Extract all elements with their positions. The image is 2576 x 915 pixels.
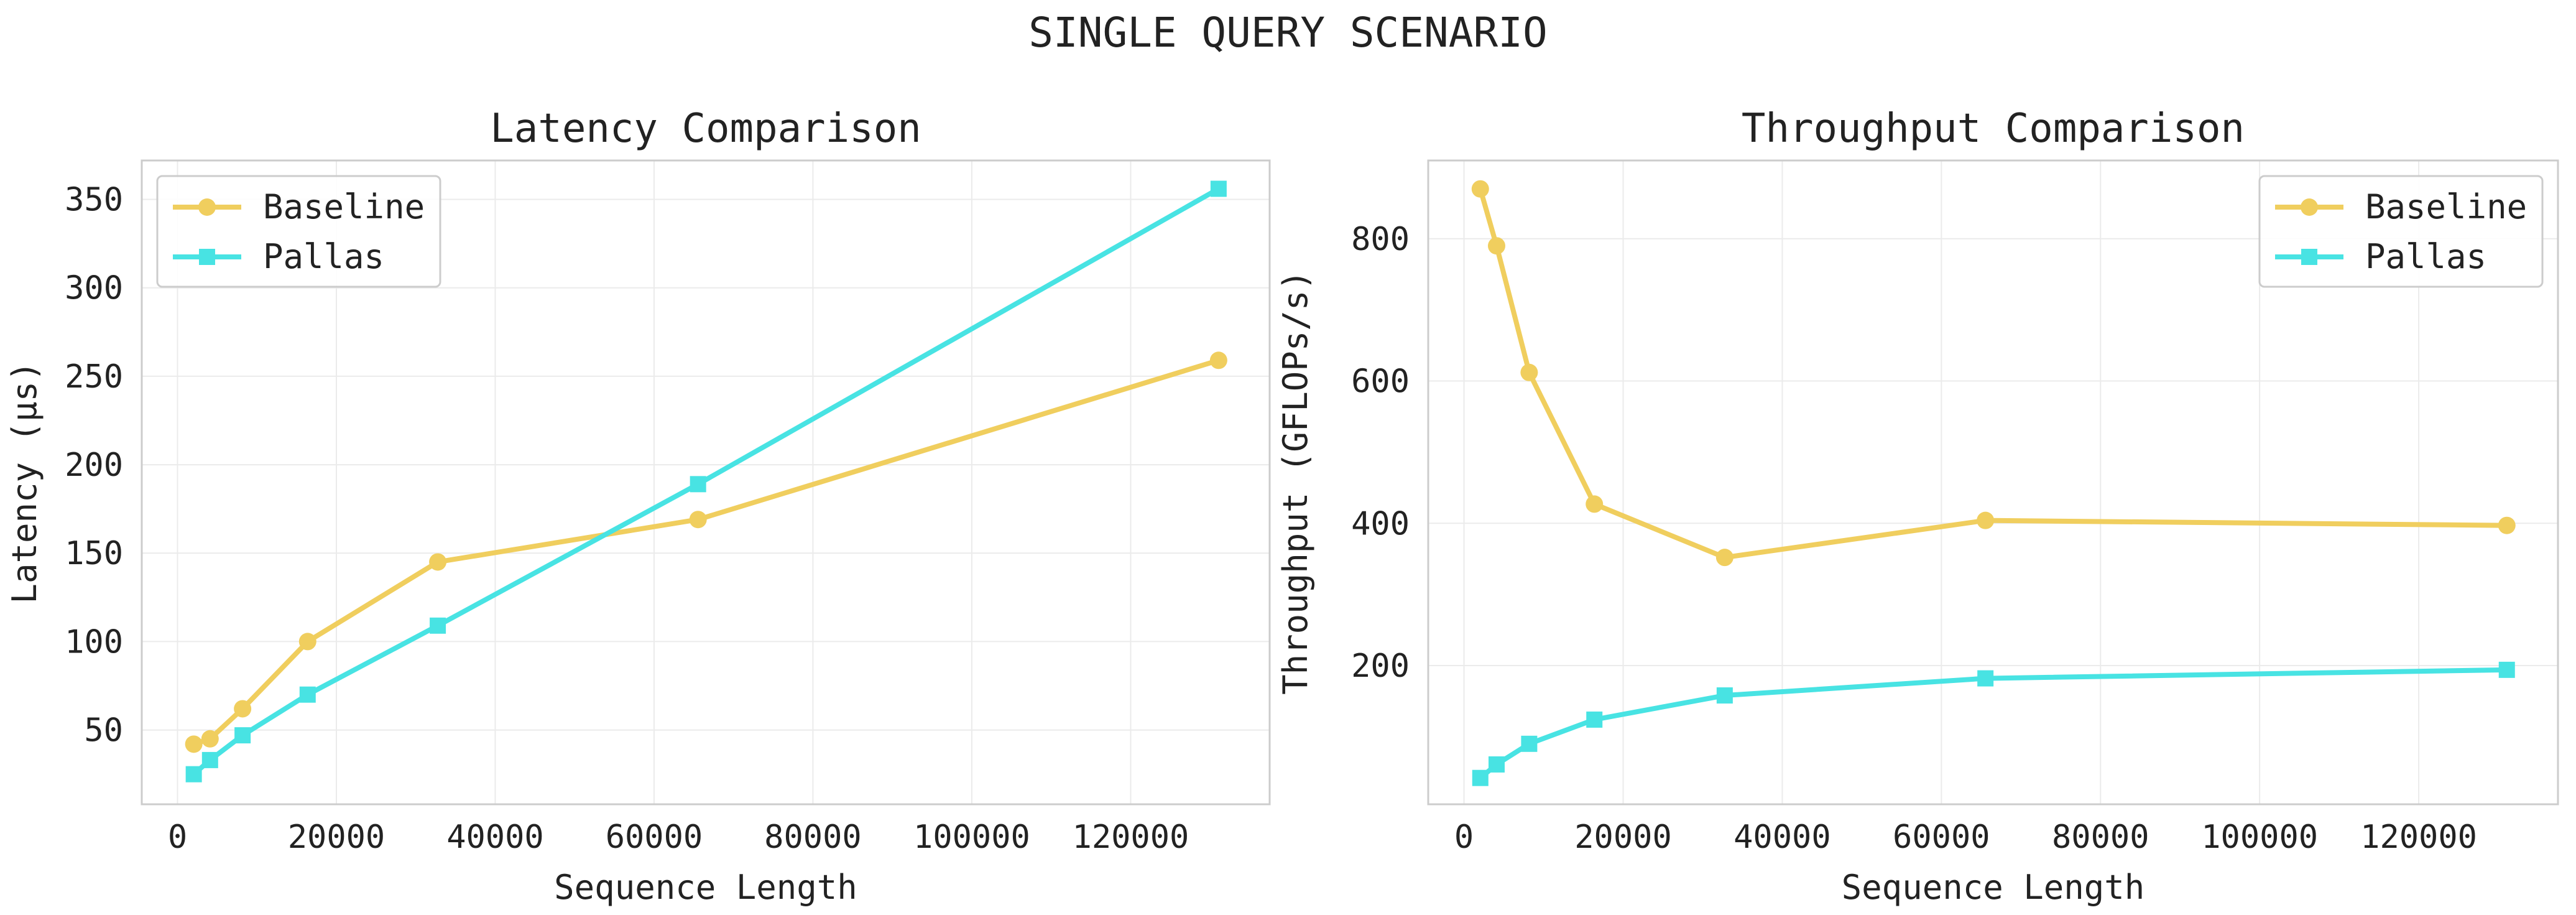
chart-1-pallas-point	[299, 686, 316, 703]
chart-2-pallas-point	[2498, 661, 2515, 678]
chart-1-baseline-point	[298, 633, 316, 651]
chart-1-pallas-point	[430, 617, 446, 634]
chart-2-axes-frame	[1427, 159, 2559, 806]
chart-1-y-tick-label: 150	[65, 535, 123, 572]
chart-2-baseline-point	[1977, 511, 1995, 529]
chart-2-pallas-point	[1977, 670, 1994, 687]
chart-2-x-tick-label: 60000	[1893, 819, 1990, 856]
chart-1-pallas-point	[201, 751, 218, 768]
chart-2-y-axis-label: Throughput (GFLOPs/s)	[1276, 270, 1315, 695]
chart-1-y-tick-label: 350	[65, 182, 123, 219]
chart-2-baseline-point	[2498, 516, 2516, 534]
chart-1-baseline-point	[234, 700, 252, 718]
chart-2-pallas-point	[1716, 687, 1733, 704]
chart-1-pallas-point	[1210, 180, 1227, 197]
chart-2-x-tick-label: 40000	[1733, 819, 1831, 856]
chart-2-pallas-point	[1488, 756, 1505, 773]
chart-2-baseline-point	[1520, 363, 1538, 381]
chart-1-x-tick-label: 120000	[1073, 819, 1189, 856]
chart-1-legend-baseline-label: Baseline	[263, 187, 425, 226]
chart-1-title: Latency Comparison	[490, 106, 921, 152]
chart-2-pallas-point	[1521, 735, 1538, 752]
chart-1-pallas-point	[185, 766, 202, 783]
chart-2-x-tick-label: 80000	[2052, 819, 2149, 856]
chart-1-axes-frame	[141, 159, 1271, 806]
chart-1-x-axis-label: Sequence Length	[554, 868, 857, 907]
chart-1-baseline-point	[1209, 351, 1227, 369]
chart-1-legend-baseline-marker	[198, 198, 216, 216]
chart-1-x-tick-label: 20000	[288, 819, 385, 856]
chart-1-x-tick-label: 80000	[764, 819, 862, 856]
chart-1-baseline-point	[201, 730, 219, 748]
chart-1-y-tick-label: 100	[65, 623, 123, 661]
chart-2-legend-baseline-label: Baseline	[2365, 187, 2527, 226]
chart-1-pallas-point	[690, 476, 706, 493]
chart-1-baseline-line	[191, 358, 1221, 747]
chart-1-y-tick-label: 250	[65, 358, 123, 396]
chart-2-y-tick-label: 600	[1351, 363, 1410, 401]
chart-2-baseline-point	[1487, 237, 1505, 255]
chart-2-pallas-point	[1586, 711, 1603, 728]
chart-2-baseline-point	[1471, 180, 1489, 198]
chart-2-x-axis-label: Sequence Length	[1842, 868, 2145, 907]
chart-1-y-tick-label: 200	[65, 447, 123, 484]
chart-2-x-tick-label: 20000	[1574, 819, 1672, 856]
chart-1-legend-pallas-marker	[199, 249, 215, 265]
chart-2-pallas-point	[1472, 769, 1489, 786]
chart-2-legend-baseline-marker	[2301, 198, 2318, 216]
chart-2-y-tick-label: 800	[1351, 221, 1410, 258]
chart-1-baseline-point	[185, 735, 203, 753]
chart-1-legend-pallas-label: Pallas	[263, 237, 384, 276]
chart-2-x-tick-label: 0	[1454, 819, 1474, 856]
chart-2-x-tick-label: 120000	[2360, 819, 2477, 856]
figure-suptitle: SINGLE QUERY SCENARIO	[1028, 9, 1548, 57]
chart-2-baseline-point	[1715, 549, 1733, 567]
chart-2-legend-pallas-marker	[2301, 249, 2317, 265]
chart-1-x-tick-label: 40000	[446, 819, 544, 856]
chart-2-pallas-line	[1477, 667, 2509, 781]
chart-1-y-tick-label: 300	[65, 270, 123, 307]
chart-1-y-axis-label: Latency (µs)	[5, 361, 44, 603]
chart-1-baseline-point	[689, 511, 707, 529]
chart-1-x-tick-label: 0	[168, 819, 187, 856]
chart-2-baseline-point	[1586, 495, 1604, 513]
chart-2-title: Throughput Comparison	[1742, 106, 2245, 152]
chart-1-pallas-point	[234, 727, 251, 744]
chart-1-y-tick-label: 50	[84, 712, 123, 750]
chart-1-x-tick-label: 60000	[606, 819, 703, 856]
chart-1-x-tick-label: 100000	[913, 819, 1030, 856]
chart-1-baseline-point	[429, 553, 447, 571]
chart-2-x-tick-label: 100000	[2201, 819, 2318, 856]
chart-2-legend-pallas-label: Pallas	[2365, 237, 2486, 276]
chart-2-y-tick-label: 200	[1351, 648, 1410, 685]
chart-2-y-tick-label: 400	[1351, 505, 1410, 542]
